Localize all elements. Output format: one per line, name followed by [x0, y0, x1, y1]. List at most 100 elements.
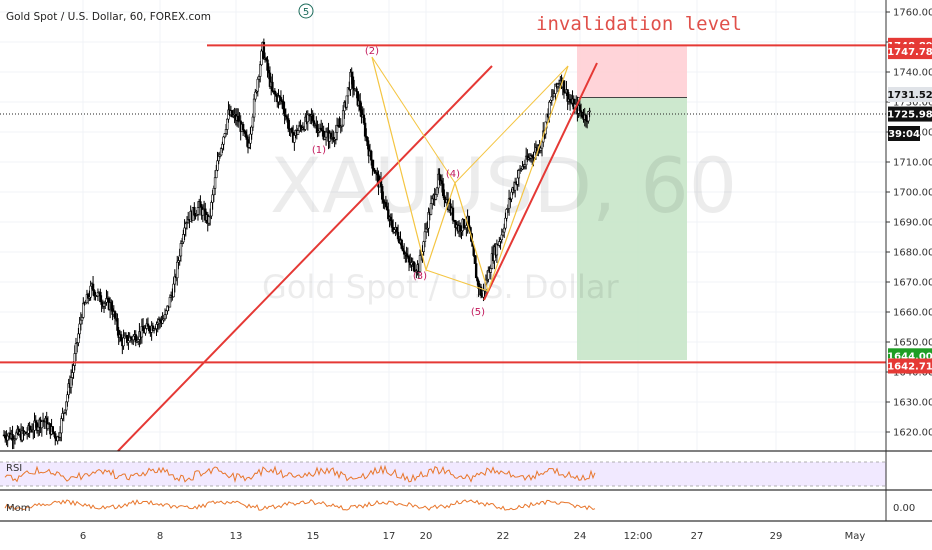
candle-body	[510, 191, 513, 200]
candle-body	[161, 319, 164, 324]
candle-body	[346, 87, 350, 97]
candle-body	[178, 255, 181, 261]
candle-body	[451, 207, 455, 221]
candle-body	[196, 207, 200, 215]
rsi-line	[4, 464, 596, 484]
wave-label-0: (1)	[312, 145, 326, 156]
candle-body	[77, 333, 80, 344]
candle-body	[116, 318, 119, 331]
price-badge-bg	[888, 106, 932, 122]
candle-body	[387, 209, 390, 220]
candle-body	[213, 177, 217, 189]
candle-body	[237, 115, 240, 122]
candle-body	[250, 126, 253, 135]
wave-circle	[298, 3, 314, 19]
candle-body	[489, 268, 492, 273]
price-badge-label: 1731.52	[887, 90, 932, 101]
candle-body	[73, 353, 76, 366]
candle-body	[579, 110, 583, 113]
candle-body	[351, 76, 355, 89]
candle-body	[395, 227, 399, 233]
candle-body	[212, 187, 216, 196]
candle-body	[223, 133, 227, 138]
candle-body	[372, 167, 375, 171]
candle-body	[443, 195, 446, 200]
candle-body	[539, 147, 543, 151]
price-tick-label: 1740.00	[893, 68, 932, 79]
pattern-leg-bd	[454, 65, 569, 184]
candle-body	[371, 159, 374, 169]
candle-body	[498, 241, 501, 246]
candle-body	[60, 418, 63, 434]
candle-body	[390, 220, 394, 228]
wave-label-2: (3)	[413, 271, 427, 282]
candle-body	[562, 80, 566, 93]
candle-body	[474, 263, 478, 279]
candle-body	[199, 201, 202, 208]
pattern-leg-ac	[425, 269, 489, 292]
candle-body	[226, 118, 229, 130]
candle-body	[207, 216, 211, 224]
candle-body	[249, 133, 252, 144]
candle-body	[435, 187, 439, 195]
candle-body	[172, 283, 175, 298]
time-tick-label: 15	[307, 531, 320, 542]
candle-body	[119, 334, 123, 341]
price-badge-label: 1725.98	[887, 110, 932, 121]
candle-body	[72, 365, 75, 373]
candle-body	[144, 328, 147, 334]
candle-body	[132, 335, 135, 341]
time-axis[interactable]: 6 8 13 15 17 20 22 24 12:00 27 29 May	[80, 531, 866, 542]
rsi-band	[0, 462, 886, 486]
candle-body	[422, 241, 425, 252]
candle-body	[147, 326, 151, 332]
candle-body	[215, 169, 218, 179]
time-tick-label: 27	[691, 531, 704, 542]
indicator-panes: RSI Mom 0.00	[0, 450, 932, 522]
time-tick-label: 17	[383, 531, 396, 542]
candle-body	[36, 426, 40, 431]
time-tick-label: 22	[497, 531, 510, 542]
candle-body	[287, 118, 290, 129]
price-badge-label: 39:04	[888, 129, 920, 140]
price-badge-bg	[888, 126, 920, 141]
candle-body	[93, 290, 96, 297]
time-tick-label: 20	[420, 531, 433, 542]
candle-body	[319, 127, 323, 131]
candle-body	[78, 323, 81, 335]
invalidation-annotation: invalidation level	[536, 13, 742, 35]
wave-label-1: (2)	[365, 46, 379, 57]
price-badge-bg	[888, 44, 932, 60]
candle-body	[163, 314, 167, 320]
candle-body	[516, 177, 519, 185]
price-tick-label: 1650.00	[893, 338, 932, 349]
candle-body	[46, 423, 50, 429]
candle-body	[168, 297, 172, 308]
candle-body	[217, 156, 220, 162]
candle-body	[262, 42, 266, 60]
candle-body	[134, 334, 137, 343]
candle-body	[465, 225, 468, 229]
candle-body	[540, 141, 544, 149]
candle-body	[553, 93, 556, 97]
candle-body	[194, 214, 197, 217]
price-badge-bg	[888, 87, 932, 102]
candle-body	[193, 206, 196, 216]
drawing-overlays	[0, 44, 886, 452]
candle-body	[40, 421, 44, 429]
candle-body	[183, 227, 186, 235]
candle-body	[380, 185, 384, 200]
candle-body	[324, 131, 328, 138]
candle-body	[127, 340, 130, 343]
name-watermark: Gold Spot / U.S. Dollar	[262, 268, 619, 306]
time-tick-label: 29	[770, 531, 783, 542]
candle-body	[296, 130, 300, 135]
price-axis[interactable]: 1620.001630.001640.001650.001660.001670.…	[885, 0, 932, 521]
rsi-label: RSI	[6, 463, 22, 474]
candle-body	[248, 142, 251, 148]
candle-body	[505, 209, 508, 219]
candle-body	[316, 124, 319, 133]
candle-body	[429, 203, 433, 215]
wave-labels: (1) (2) (3) (4) (5) 5	[298, 3, 485, 318]
